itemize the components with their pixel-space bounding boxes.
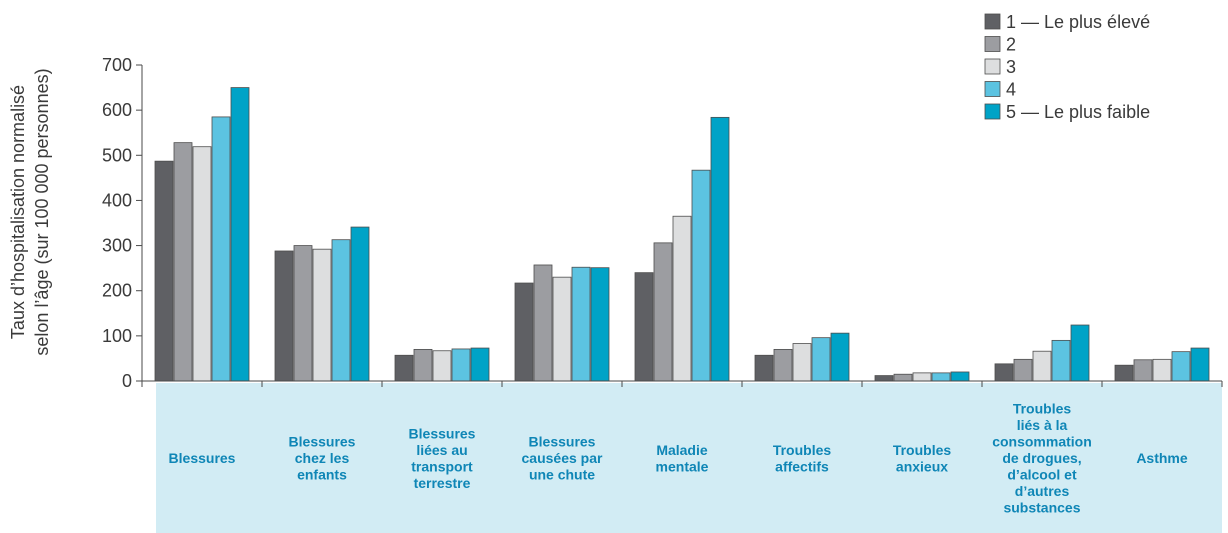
bar-cat8-series4 bbox=[1051, 339, 1071, 382]
bar-cat6-series2 bbox=[773, 348, 793, 382]
bar-cat4-series2 bbox=[533, 264, 553, 382]
bar-cat2-series2 bbox=[293, 245, 313, 382]
legend: 1 — Le plus élevé 23 45 — Le plus faible bbox=[984, 12, 1150, 122]
category-label: Maladie mentale bbox=[656, 442, 709, 475]
legend-swatch bbox=[984, 13, 1001, 30]
bar-cat7-series3 bbox=[912, 372, 932, 382]
legend-swatch bbox=[984, 58, 1001, 75]
bar-cat2-series4 bbox=[331, 239, 351, 382]
category-label: Blessures liées au transport terrestre bbox=[409, 425, 476, 491]
bar-cat1-series5 bbox=[230, 87, 250, 382]
y-tick-label: 200 bbox=[102, 281, 132, 301]
y-tick-label: 500 bbox=[102, 145, 132, 165]
legend-swatch bbox=[984, 36, 1001, 52]
category-label: Blessures bbox=[169, 450, 236, 466]
bar-cat8-series1 bbox=[994, 363, 1014, 382]
bar-cat9-series3 bbox=[1152, 358, 1172, 382]
y-tick-label: 100 bbox=[102, 326, 132, 346]
bar-cat7-series2 bbox=[893, 373, 913, 382]
legend-label: 4 bbox=[1006, 80, 1016, 100]
y-tick-label: 600 bbox=[102, 100, 132, 120]
bar-cat8-series5 bbox=[1070, 324, 1090, 382]
bar-cat6-series4 bbox=[811, 337, 831, 382]
category-labels: Blessures Blessures chez les enfants Blessur… bbox=[169, 401, 1188, 516]
bar-cat9-series1 bbox=[1114, 364, 1134, 382]
bars bbox=[154, 87, 1210, 382]
bar-cat6-series1 bbox=[754, 354, 774, 382]
category-label: Asthme bbox=[1136, 450, 1188, 466]
bar-cat9-series4 bbox=[1171, 351, 1191, 382]
y-tick-label: 400 bbox=[102, 190, 132, 210]
bar-cat1-series4 bbox=[211, 116, 231, 382]
y-tick-labels: 0 100 200 300 400 500 600 700 bbox=[102, 55, 132, 391]
bar-cat4-series3 bbox=[552, 276, 572, 382]
category-label: Blessures causées par une chute bbox=[522, 434, 603, 483]
bar-cat3-series2 bbox=[413, 348, 433, 382]
bar-cat3-series5 bbox=[470, 347, 490, 382]
bar-cat7-series1 bbox=[874, 375, 894, 382]
bar-cat4-series1 bbox=[514, 282, 534, 382]
bar-cat1-series3 bbox=[192, 146, 212, 382]
bar-cat8-series2 bbox=[1013, 358, 1033, 382]
category-label: Troubles anxieux bbox=[893, 442, 952, 475]
bar-cat6-series5 bbox=[830, 332, 850, 382]
bar-cat5-series2 bbox=[653, 242, 673, 382]
bar-cat4-series5 bbox=[590, 267, 610, 382]
bar-cat3-series3 bbox=[432, 350, 452, 382]
bar-cat2-series3 bbox=[312, 248, 332, 382]
bar-cat3-series4 bbox=[451, 348, 471, 382]
bar-cat2-series1 bbox=[274, 250, 294, 382]
y-tick-label: 700 bbox=[102, 55, 132, 75]
y-tick-label: 0 bbox=[122, 371, 132, 391]
y-axis-title: Taux d’hospitalisation normalisé selon l… bbox=[8, 68, 52, 355]
bar-cat1-series1 bbox=[154, 160, 174, 382]
bar-cat5-series1 bbox=[634, 272, 654, 382]
bar-cat7-series5 bbox=[950, 371, 970, 382]
bar-cat5-series3 bbox=[672, 215, 692, 382]
y-axis-title-line-2: selon l’âge (sur 100 000 personnes) bbox=[32, 68, 52, 355]
bar-cat3-series1 bbox=[394, 354, 414, 382]
legend-label: 5 — Le plus faible bbox=[1006, 102, 1150, 122]
y-tick-label: 300 bbox=[102, 236, 132, 256]
category-band-background bbox=[156, 383, 1222, 533]
bar-cat6-series3 bbox=[792, 343, 812, 382]
bar-cat8-series3 bbox=[1032, 350, 1052, 382]
bar-cat4-series4 bbox=[571, 266, 591, 382]
bar-cat5-series4 bbox=[691, 169, 711, 382]
legend-label: 1 — Le plus élevé bbox=[1006, 12, 1150, 32]
bar-cat9-series2 bbox=[1133, 359, 1153, 382]
category-band bbox=[156, 383, 1222, 533]
legend-label: 2 bbox=[1006, 35, 1016, 55]
legend-swatch bbox=[984, 81, 1001, 97]
category-label: Troubles affectifs bbox=[773, 442, 832, 475]
legend-swatch bbox=[984, 103, 1001, 120]
bar-cat2-series5 bbox=[350, 226, 370, 382]
category-label: Troubles liés à la consommation de drogues,… bbox=[992, 401, 1092, 516]
bar-cat9-series5 bbox=[1190, 347, 1210, 382]
legend-label: 3 bbox=[1006, 57, 1016, 77]
category-label: Blessures chez les enfants bbox=[289, 434, 356, 483]
axes bbox=[136, 64, 1223, 387]
bar-cat5-series5 bbox=[710, 116, 730, 382]
bar-cat1-series2 bbox=[173, 142, 193, 382]
bar-cat7-series4 bbox=[931, 372, 951, 382]
y-axis-title-line-1: Taux d’hospitalisation normalisé bbox=[8, 85, 28, 339]
